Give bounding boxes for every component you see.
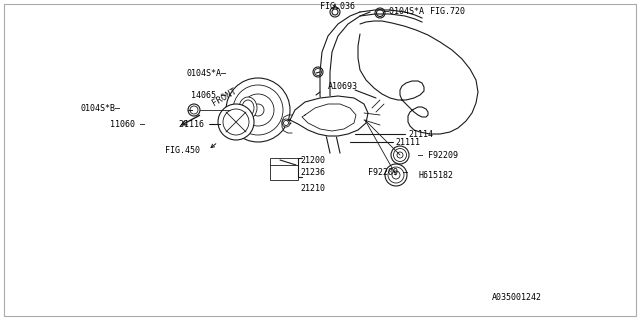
Text: 21236: 21236 [300,167,325,177]
Text: H615182: H615182 [418,171,453,180]
Text: 21111: 21111 [395,138,420,147]
Text: 21114: 21114 [408,130,433,139]
Circle shape [385,164,407,186]
Circle shape [375,8,385,18]
Circle shape [313,67,323,77]
Circle shape [226,78,290,142]
Bar [270,158,298,180]
Text: 21210: 21210 [300,183,325,193]
Circle shape [188,104,200,116]
Circle shape [282,119,290,127]
Circle shape [252,104,264,116]
Circle shape [391,146,409,164]
Circle shape [330,7,340,17]
Text: 0104S*A—: 0104S*A— [186,68,226,77]
Circle shape [218,104,254,140]
Text: FIG.720: FIG.720 [430,6,465,15]
Polygon shape [288,96,368,136]
Text: 0104S*B—: 0104S*B— [80,103,120,113]
Text: FIG.450: FIG.450 [165,146,200,155]
Text: 11060 —: 11060 — [110,119,145,129]
Text: 21116 —: 21116 — [179,119,214,129]
Text: A035001242: A035001242 [492,293,542,302]
Text: FRONT: FRONT [210,87,238,108]
Polygon shape [302,104,356,131]
Text: A10693: A10693 [328,82,358,91]
Text: 14065 —: 14065 — [191,91,226,100]
Text: F92209 —: F92209 — [368,167,408,177]
Text: 21200: 21200 [300,156,325,164]
Text: — F92209: — F92209 [418,150,458,159]
Ellipse shape [239,97,257,119]
Text: FIG.036: FIG.036 [320,2,355,11]
Text: —0104S*A: —0104S*A [384,6,424,15]
